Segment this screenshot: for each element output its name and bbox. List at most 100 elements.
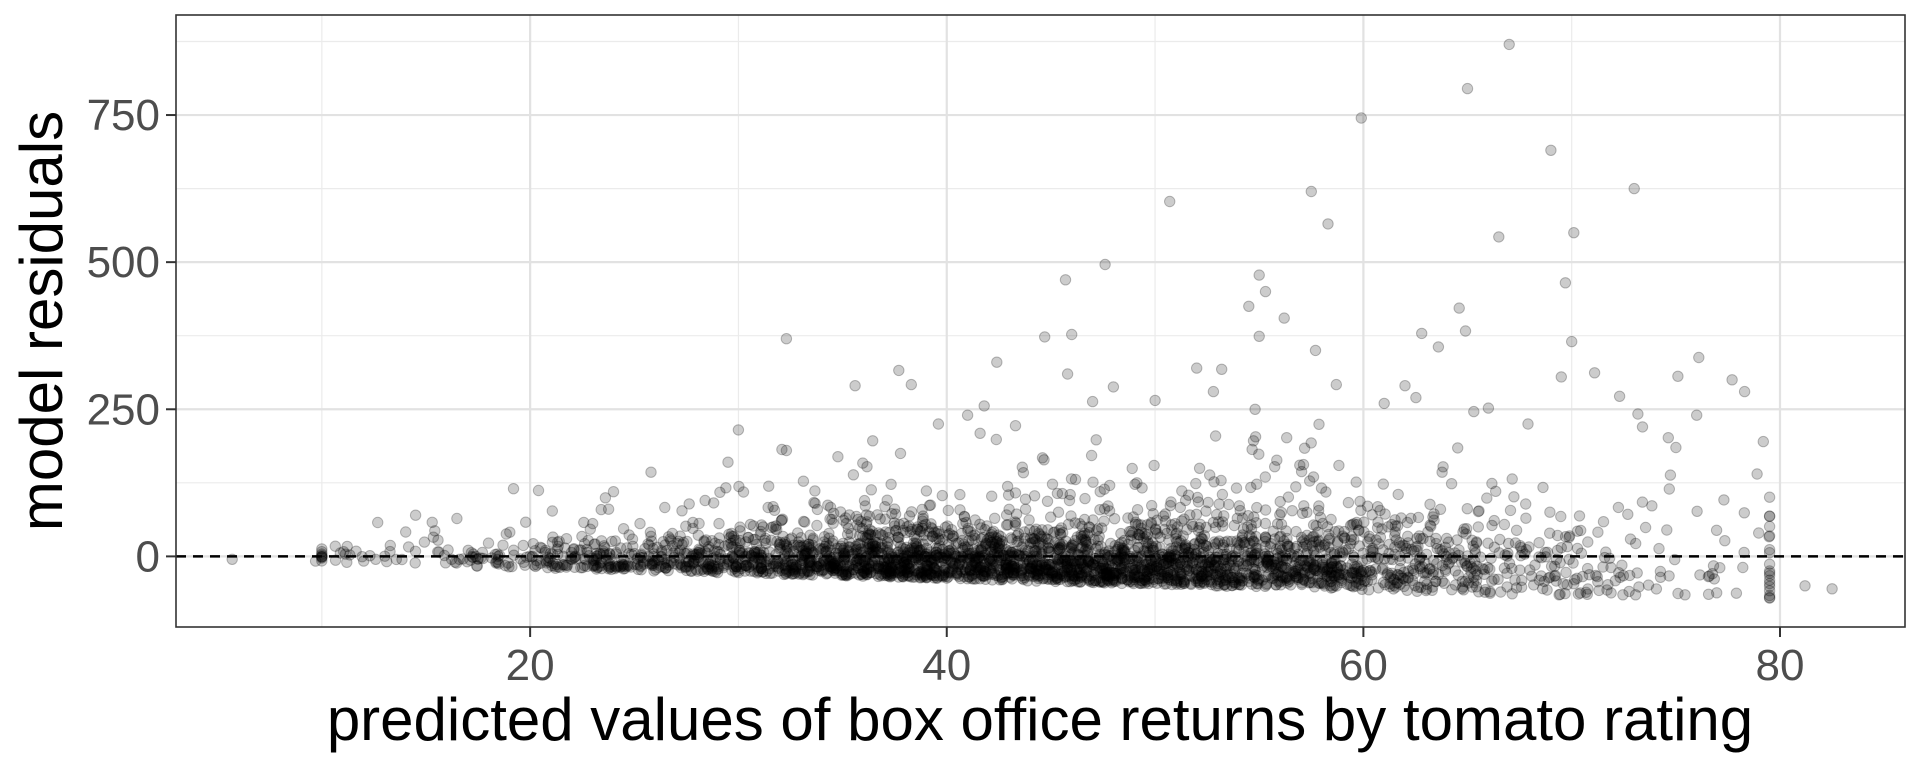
data-point — [1269, 533, 1281, 545]
data-point — [956, 566, 968, 578]
data-point — [811, 503, 824, 516]
data-point — [855, 515, 867, 528]
data-point — [1305, 437, 1317, 449]
data-point — [1296, 578, 1308, 591]
data-point — [1078, 513, 1091, 526]
data-point — [604, 561, 616, 574]
data-point — [1515, 581, 1528, 593]
data-point — [1141, 570, 1153, 582]
data-point — [750, 538, 763, 551]
data-point — [1016, 461, 1028, 473]
data-point — [693, 555, 705, 567]
data-point — [1624, 533, 1637, 545]
data-point — [1719, 535, 1731, 547]
data-point — [1462, 577, 1475, 589]
data-point — [1307, 519, 1320, 531]
data-point — [1346, 580, 1358, 592]
data-point — [1486, 477, 1498, 490]
data-point — [1548, 570, 1561, 582]
data-point — [846, 548, 859, 560]
data-point — [911, 541, 923, 553]
data-point — [1409, 579, 1421, 592]
data-point — [809, 485, 821, 497]
data-point — [656, 546, 668, 559]
data-point — [1212, 570, 1225, 583]
data-point — [900, 563, 912, 575]
data-point — [1622, 508, 1634, 520]
data-point — [733, 544, 745, 556]
data-point — [1200, 570, 1213, 582]
data-point — [1549, 569, 1562, 582]
data-point — [1561, 540, 1574, 553]
data-point — [1241, 555, 1253, 567]
data-point — [957, 542, 969, 554]
data-point — [1355, 504, 1367, 516]
data-point — [1036, 452, 1049, 464]
data-point — [1446, 584, 1458, 596]
data-point — [1453, 302, 1465, 314]
data-point — [1065, 564, 1078, 576]
data-point — [543, 556, 555, 568]
data-point — [1132, 541, 1144, 553]
data-point — [1136, 526, 1148, 539]
data-point — [1261, 561, 1273, 573]
data-point — [865, 484, 877, 496]
data-point — [1273, 576, 1285, 588]
data-point — [767, 557, 779, 569]
data-point — [866, 539, 878, 551]
data-point — [503, 561, 515, 573]
data-point — [812, 544, 825, 556]
data-point — [1227, 562, 1240, 574]
data-point — [813, 561, 825, 573]
data-point — [576, 561, 589, 574]
data-point — [707, 552, 719, 564]
data-point — [991, 356, 1003, 368]
data-point — [985, 546, 997, 558]
data-point — [804, 562, 816, 574]
data-point — [381, 555, 393, 568]
data-point — [993, 537, 1006, 550]
data-point — [727, 553, 740, 565]
data-point — [645, 466, 657, 478]
data-point — [1259, 471, 1272, 483]
data-point — [442, 544, 454, 556]
data-point — [1415, 581, 1427, 593]
data-point — [1192, 525, 1205, 537]
data-point — [1424, 535, 1436, 548]
data-point — [1826, 583, 1838, 595]
data-point — [1230, 482, 1243, 494]
data-point — [1193, 521, 1205, 534]
data-point — [1149, 555, 1162, 567]
data-point — [884, 571, 896, 583]
data-point — [1398, 572, 1410, 585]
data-point — [870, 567, 882, 580]
data-point — [649, 563, 662, 576]
data-point — [730, 559, 742, 572]
data-point — [341, 556, 353, 568]
data-point — [1083, 570, 1095, 582]
data-point — [1694, 569, 1706, 581]
data-point — [1112, 567, 1124, 579]
data-points — [226, 38, 1838, 604]
data-point — [834, 558, 846, 570]
data-point — [1501, 581, 1513, 593]
data-point — [1249, 403, 1261, 415]
data-point — [755, 519, 768, 531]
data-point — [984, 555, 996, 567]
data-point — [976, 543, 988, 555]
data-point — [1222, 556, 1235, 569]
data-point — [551, 536, 564, 548]
data-point — [1466, 534, 1478, 546]
data-point — [1185, 562, 1197, 574]
data-point — [1116, 536, 1128, 549]
data-point — [776, 564, 788, 577]
data-point — [1757, 435, 1770, 448]
data-point — [1384, 578, 1396, 590]
data-point — [1024, 524, 1036, 536]
data-point — [894, 567, 906, 580]
data-point — [1225, 535, 1238, 548]
data-point — [1066, 328, 1078, 341]
data-point — [1323, 534, 1335, 546]
data-point — [1763, 570, 1776, 582]
data-point — [1164, 195, 1176, 208]
